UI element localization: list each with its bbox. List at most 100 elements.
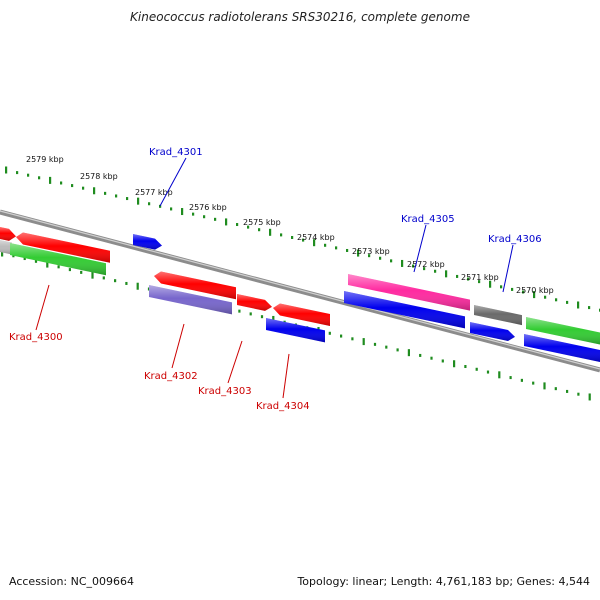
ruler-major-tick — [533, 291, 536, 299]
topology-label: Topology: linear; Length: 4,761,183 bp; … — [297, 575, 590, 588]
gene-feature-shading — [237, 294, 272, 311]
scale-tick-label: 2575 kbp — [243, 218, 281, 227]
ruler-major-tick — [489, 280, 492, 288]
ruler-minor-tick — [249, 312, 252, 316]
ruler-minor-tick — [260, 315, 264, 319]
ruler-minor-tick — [335, 246, 338, 250]
ruler-minor-tick — [396, 348, 399, 352]
ruler-minor-tick — [159, 204, 162, 208]
ruler-minor-tick — [12, 254, 15, 258]
gene-feature-shading — [273, 303, 330, 326]
gene-feature-shading — [474, 305, 522, 326]
genome-backbone — [0, 209, 600, 373]
gene-label-krad_4301: Krad_4301 — [149, 147, 203, 158]
ruler-minor-tick — [486, 370, 490, 374]
ruler-minor-tick — [82, 186, 85, 190]
scale-tick-labels: 2579 kbp 2578 kbp 2577 kbp 2576 kbp 2575 kbp… — [26, 155, 554, 295]
ruler-minor-tick — [192, 212, 195, 216]
ruler-minor-tick — [464, 365, 467, 369]
ruler-minor-tick — [104, 191, 107, 195]
ruler-minor-tick — [423, 267, 426, 271]
gene-feature-shading — [10, 243, 106, 276]
scale-tick-label: 2574 kbp — [297, 233, 335, 242]
ruler-major-tick — [91, 271, 94, 279]
ruler-minor-tick — [566, 300, 569, 304]
ruler-major-tick — [445, 270, 448, 278]
ruler-major-tick — [93, 187, 96, 195]
ruler-major-tick — [357, 249, 360, 257]
ruler-major-tick — [46, 260, 49, 268]
ruler-minor-tick — [34, 259, 38, 263]
ruler-minor-tick — [102, 276, 105, 280]
ruler-minor-tick — [23, 257, 26, 261]
ruler-minor-tick — [544, 295, 547, 299]
gene-feature-shading — [0, 227, 16, 241]
ruler-minor-tick — [588, 306, 591, 310]
scale-tick-label: 2570 kbp — [516, 286, 554, 295]
gene-feature-shading — [524, 334, 600, 362]
gene-label-leader — [502, 244, 514, 293]
ruler-minor-tick — [522, 290, 525, 294]
gene-feature-shading — [470, 322, 515, 341]
ruler-minor-tick — [419, 353, 422, 357]
ruler-minor-tick — [346, 248, 349, 252]
ruler-minor-tick — [38, 176, 41, 180]
ruler-minor-tick — [379, 256, 382, 260]
gene-features — [0, 227, 600, 362]
ruler-major-tick — [588, 393, 591, 401]
ruler-minor-tick — [170, 207, 173, 211]
ruler-minor-tick — [214, 217, 217, 221]
ruler-minor-tick — [27, 173, 30, 177]
gene-feature-shading — [526, 317, 600, 345]
ruler-minor-tick — [351, 337, 354, 341]
ruler-major-tick — [225, 218, 228, 226]
ruler-minor-tick — [16, 171, 19, 175]
ruler-minor-tick — [71, 184, 74, 188]
ruler-minor-tick — [509, 376, 512, 380]
ruler-major-tick — [272, 315, 275, 323]
backbone-highlight — [0, 210, 600, 370]
ruler-major-tick — [136, 282, 139, 290]
gene-label-krad_4302: Krad_4302 — [144, 371, 198, 382]
backbone-line — [0, 209, 600, 373]
ruler-major-tick — [362, 338, 365, 346]
ruler-minor-tick — [203, 215, 206, 219]
gene-feature-shading — [344, 291, 465, 329]
ruler-minor-tick — [520, 378, 523, 382]
ruler-minor-tick — [434, 269, 437, 273]
gene-label-krad_4305: Krad_4305 — [401, 214, 455, 225]
ruler-minor-tick — [532, 381, 535, 385]
gene-feature-shading — [16, 232, 110, 263]
ruler-minor-tick — [114, 279, 117, 283]
ruler-minor-tick — [68, 268, 71, 272]
ruler-minor-tick — [125, 281, 128, 285]
gene-feature-shading — [133, 234, 162, 250]
ruler-minor-tick — [126, 197, 129, 201]
ruler-minor-tick — [566, 389, 569, 393]
gene-label-leader — [282, 353, 290, 399]
ruler-minor-tick — [577, 392, 580, 396]
accession-label: Accession: NC_009664 — [9, 575, 135, 588]
ruler-minor-tick — [412, 264, 415, 268]
ruler-minor-tick — [390, 259, 393, 263]
ruler-minor-tick — [302, 238, 305, 242]
gene-label-leader — [171, 323, 185, 369]
ruler-minor-tick — [467, 277, 470, 281]
ruler-major-tick — [313, 239, 316, 247]
ruler-minor-tick — [324, 243, 327, 247]
ruler-minor-tick — [500, 285, 503, 289]
ruler-minor-tick — [385, 345, 388, 349]
gene-label-krad_4300: Krad_4300 — [9, 332, 63, 343]
ruler-major-tick — [137, 197, 140, 205]
ruler-major-tick — [49, 176, 52, 184]
gene-labels: Krad_4301 Krad_4305 Krad_4306 Krad_4300 Krad… — [9, 147, 542, 412]
scale-tick-label: 2578 kbp — [80, 172, 118, 181]
ruler-minor-tick — [475, 367, 478, 371]
gene-label-leader — [227, 340, 243, 384]
ruler-minor-tick — [441, 359, 444, 363]
ruler-minor-tick — [373, 342, 377, 346]
ruler-minor-tick — [115, 194, 118, 198]
gene-label-krad_4306: Krad_4306 — [488, 234, 542, 245]
ruler-major-tick — [269, 228, 272, 236]
